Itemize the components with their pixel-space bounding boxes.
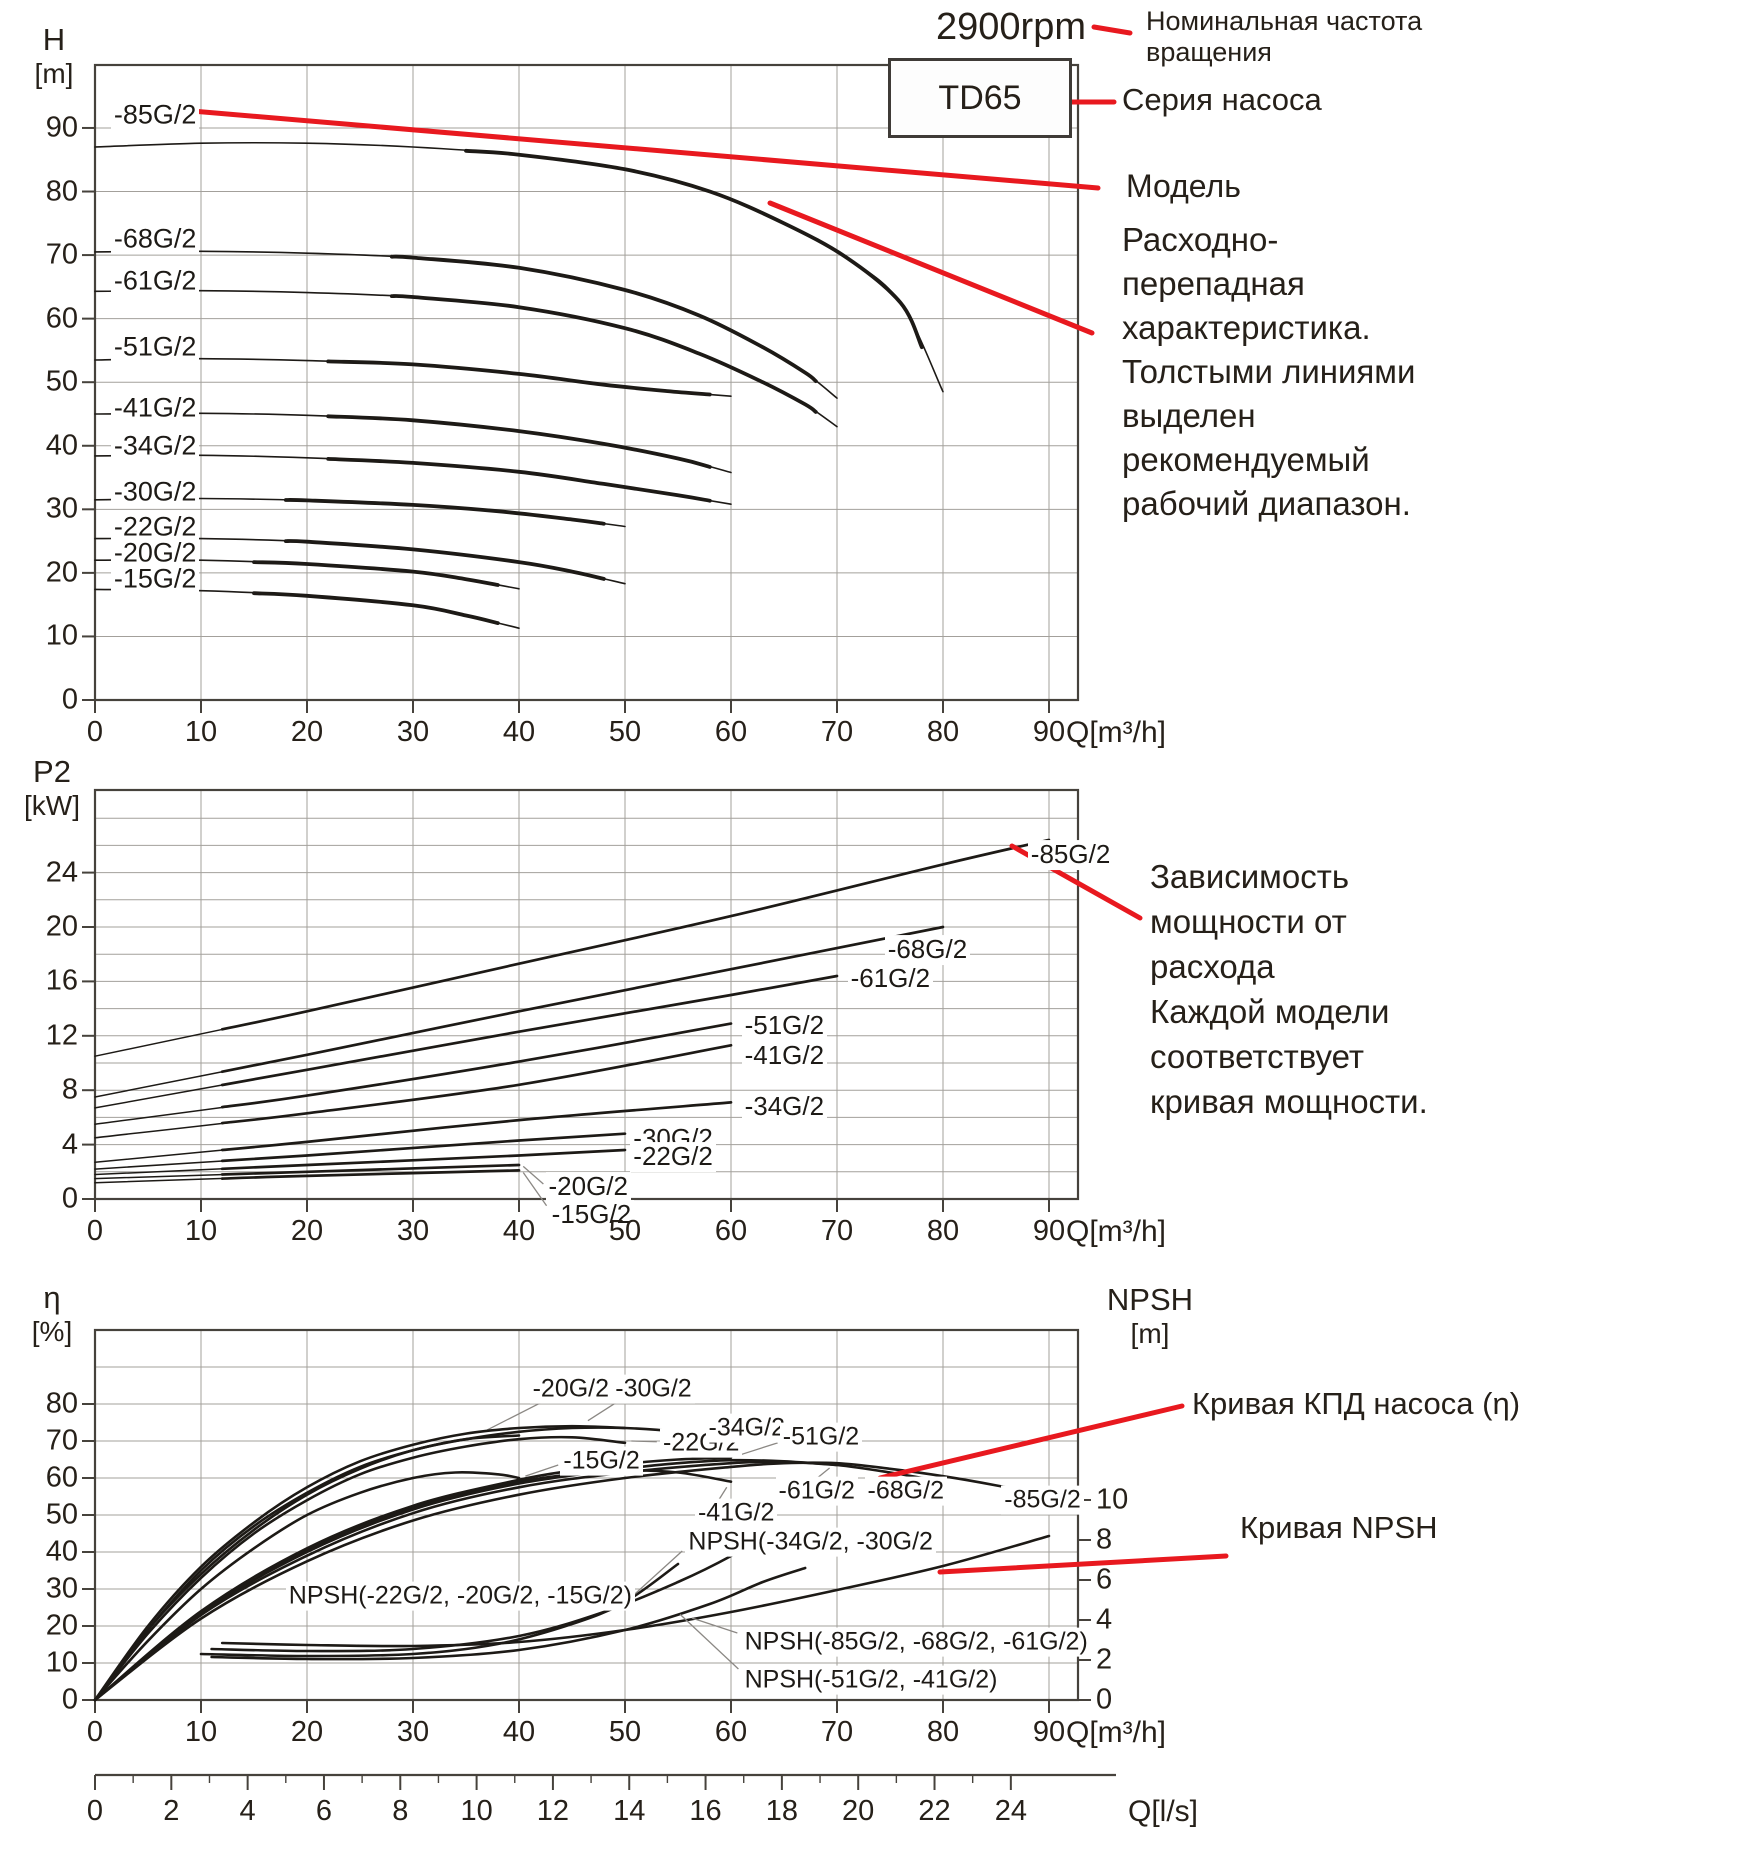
curve xyxy=(94,250,838,399)
curve xyxy=(93,1458,839,1702)
flow-head-caption-line1: Расходно- xyxy=(1122,221,1279,258)
rpm-caption-line2: вращения xyxy=(1146,37,1272,67)
curve-recommended-range xyxy=(220,925,945,1074)
npsh-caption: Кривая NPSH xyxy=(1240,1510,1438,1545)
curve-recommended-range xyxy=(220,1043,733,1125)
power-caption-line3: расхода xyxy=(1150,948,1275,985)
curve-recommended-range xyxy=(326,457,712,503)
power-caption-line6: кривая мощности. xyxy=(1150,1083,1428,1120)
flow-head-caption-line3: характеристика. xyxy=(1122,309,1371,346)
curve xyxy=(93,1424,627,1702)
leader-line xyxy=(587,1399,621,1422)
curve xyxy=(93,1426,733,1702)
curve xyxy=(210,1566,807,1661)
curve-recommended-range xyxy=(283,498,606,526)
leader-line xyxy=(691,1617,738,1634)
power-caption-line5: соответствует xyxy=(1150,1038,1365,1075)
leader-line xyxy=(739,1442,778,1456)
flow-head-caption-line5: выделен xyxy=(1122,397,1256,434)
power-chart xyxy=(82,788,1080,1212)
flow-head-caption-line2: перепадная xyxy=(1122,265,1305,302)
series-value: TD65 xyxy=(938,78,1022,117)
flow-head-caption: Расходно- перепадная характеристика. Тол… xyxy=(1122,218,1415,526)
rpm-pointer xyxy=(1091,24,1133,36)
curve-recommended-range xyxy=(252,560,500,587)
flow-head-caption-line4: Толстыми линиями xyxy=(1122,353,1416,390)
curve-recommended-range xyxy=(220,838,1051,1031)
curve-recommended-range xyxy=(283,539,606,581)
rpm-value-label: 2900rpm xyxy=(936,6,1086,48)
power-caption-line4: Каждой модели xyxy=(1150,993,1390,1030)
curve-recommended-range xyxy=(389,294,818,414)
power-caption-line2: мощности от xyxy=(1150,903,1347,940)
curve-recommended-range xyxy=(220,1163,521,1176)
series-caption: Серия насоса xyxy=(1122,82,1322,117)
curve-recommended-range xyxy=(326,414,712,469)
rpm-caption: Номинальная частота вращения xyxy=(1146,6,1422,68)
head-chart xyxy=(82,63,1080,713)
curve xyxy=(93,1456,733,1702)
power-caption-line1: Зависимость xyxy=(1150,858,1350,895)
curve xyxy=(220,1534,1051,1648)
model-caption: Модель xyxy=(1126,168,1241,204)
axis-border xyxy=(93,788,1080,1201)
curve-recommended-range xyxy=(220,1132,627,1163)
rpm-caption-line1: Номинальная частота xyxy=(1146,6,1423,36)
curve-recommended-range xyxy=(326,359,712,397)
leader-line xyxy=(626,1550,683,1602)
leader-line xyxy=(522,1172,548,1207)
curve xyxy=(93,1461,1051,1702)
curve-recommended-range xyxy=(389,254,818,383)
efficiency-caption: Кривая КПД насоса (η) xyxy=(1192,1386,1521,1421)
flow-head-caption-line6: рекомендуемый xyxy=(1122,441,1370,478)
curve-recommended-range xyxy=(220,1101,733,1152)
curve xyxy=(93,1460,945,1702)
curve-recommended-range xyxy=(220,1148,627,1171)
curve-recommended-range xyxy=(464,148,924,350)
flowhead-pointer xyxy=(767,200,1095,336)
npsh-pointer xyxy=(937,1553,1229,1575)
leader-line xyxy=(486,1399,546,1431)
leader-line xyxy=(714,1486,728,1507)
curve-recommended-range xyxy=(220,1022,733,1109)
series-box: TD65 xyxy=(888,58,1072,138)
model-pointer xyxy=(189,108,1101,191)
curve xyxy=(210,1534,765,1653)
curve xyxy=(93,1435,627,1702)
leader-line xyxy=(525,1464,559,1477)
curve-recommended-range xyxy=(220,974,839,1087)
power-pointer xyxy=(1009,843,1143,921)
leader-line xyxy=(679,1613,739,1670)
curve-recommended-range xyxy=(252,591,500,625)
eff-chart xyxy=(82,1328,1116,1790)
curve-recommended-range xyxy=(220,1169,521,1180)
curve xyxy=(93,1471,521,1702)
power-caption: Зависимость мощности от расхода Каждой м… xyxy=(1150,854,1428,1124)
leader-line xyxy=(810,1467,830,1485)
leader-line xyxy=(522,1165,544,1185)
efficiency-pointer xyxy=(877,1403,1185,1481)
flow-head-caption-line7: рабочий диапазон. xyxy=(1122,485,1411,522)
leader-line xyxy=(631,1440,657,1443)
